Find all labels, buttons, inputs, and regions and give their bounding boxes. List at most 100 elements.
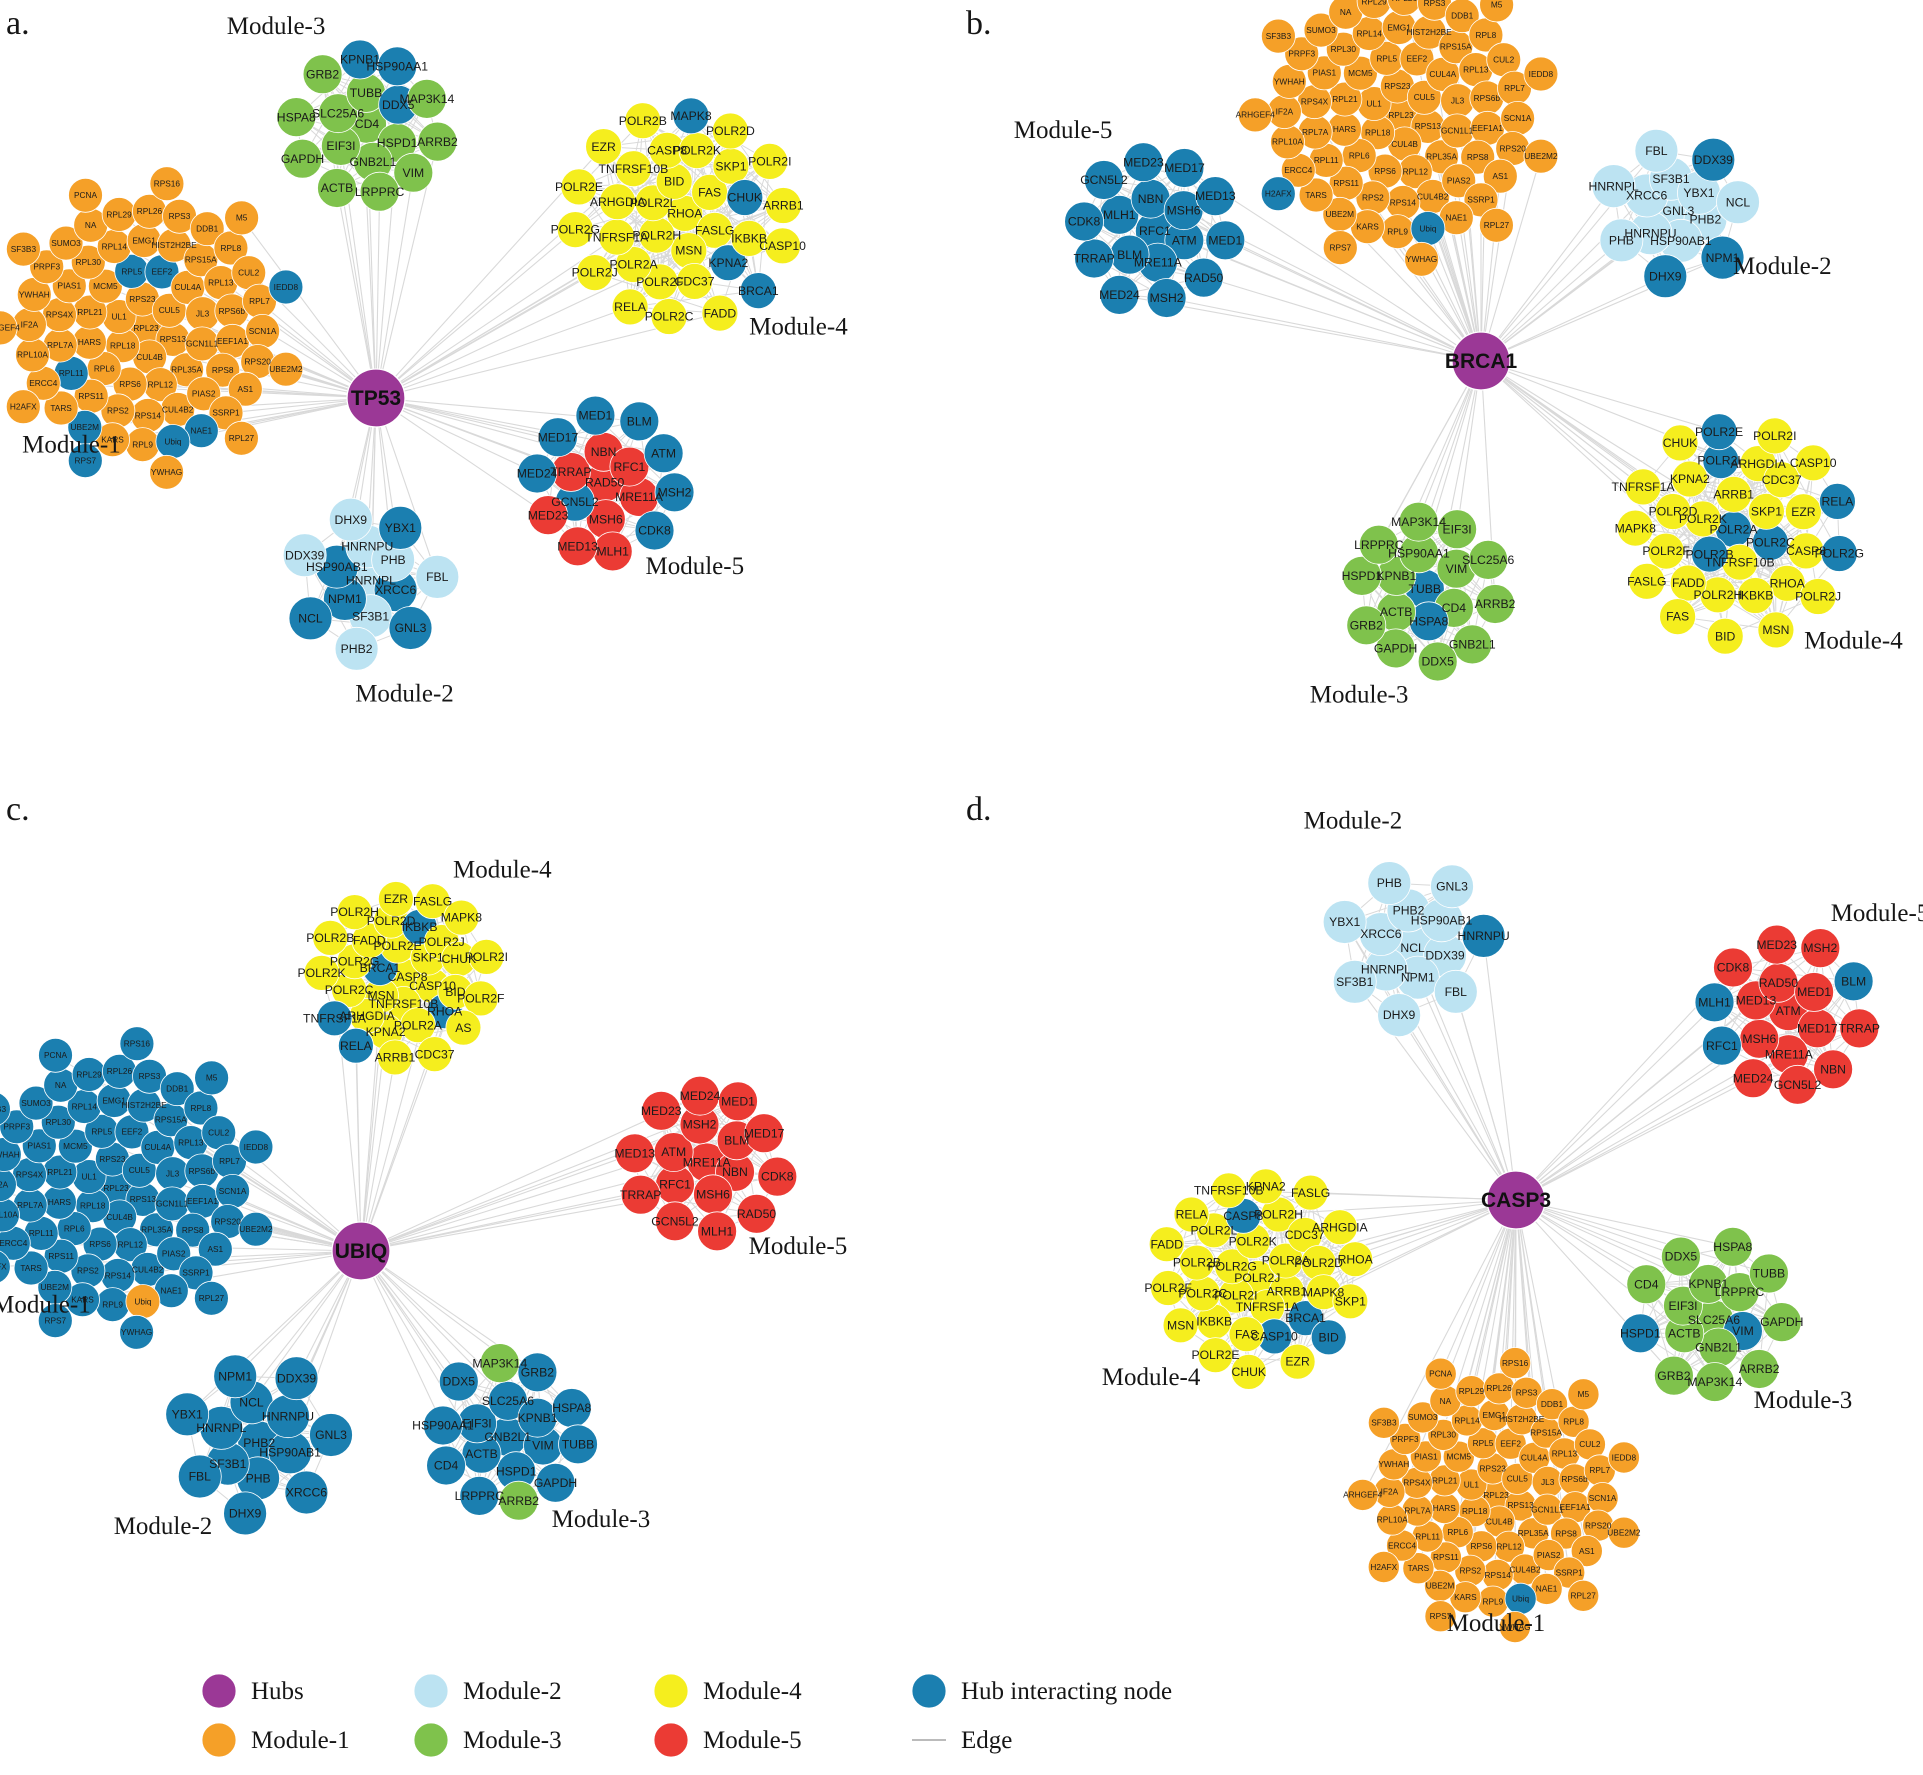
svg-text:GCN5L2: GCN5L2: [1774, 1078, 1822, 1092]
svg-text:Module-3: Module-3: [1310, 682, 1409, 709]
svg-text:UL1: UL1: [81, 1172, 97, 1182]
svg-text:Module-2: Module-2: [1733, 253, 1832, 280]
svg-text:RPS3: RPS3: [139, 1071, 161, 1081]
svg-text:RPL21: RPL21: [77, 307, 103, 317]
svg-text:DDX5: DDX5: [1665, 1250, 1698, 1264]
svg-text:NA: NA: [1340, 7, 1352, 17]
svg-text:RPL30: RPL30: [1431, 1430, 1457, 1440]
svg-text:MED17: MED17: [1797, 1022, 1838, 1036]
svg-text:MSH6: MSH6: [589, 512, 623, 526]
svg-text:SCN1A: SCN1A: [219, 1186, 247, 1196]
svg-text:IEDD8: IEDD8: [1612, 1452, 1637, 1462]
svg-text:SUMO3: SUMO3: [21, 1098, 51, 1108]
svg-text:RPL6: RPL6: [94, 364, 115, 374]
svg-text:DDX5: DDX5: [1421, 655, 1454, 669]
svg-text:IKBKB: IKBKB: [402, 920, 438, 934]
svg-text:RPS11: RPS11: [1333, 178, 1359, 188]
svg-text:NAE1: NAE1: [160, 1286, 182, 1296]
svg-text:RPL8: RPL8: [221, 243, 242, 253]
svg-text:RAD50: RAD50: [1184, 271, 1224, 285]
svg-text:RPS13: RPS13: [1507, 1500, 1534, 1510]
svg-text:RPL23: RPL23: [103, 1183, 129, 1193]
svg-text:IF2A: IF2A: [21, 319, 39, 329]
svg-text:CD4: CD4: [1442, 601, 1467, 615]
svg-text:TRRAP: TRRAP: [620, 1188, 661, 1202]
svg-text:DDX5: DDX5: [443, 1375, 476, 1389]
svg-text:NAE1: NAE1: [1445, 213, 1467, 223]
svg-text:TUBB: TUBB: [1409, 582, 1442, 596]
svg-text:MED23: MED23: [641, 1104, 682, 1118]
svg-text:RPL12: RPL12: [1403, 166, 1429, 176]
svg-text:M5: M5: [236, 213, 248, 223]
svg-text:RPL35A: RPL35A: [1518, 1528, 1549, 1538]
svg-text:SF3B1: SF3B1: [352, 609, 389, 623]
svg-text:H2AFX: H2AFX: [0, 1262, 7, 1272]
svg-text:HIST2H2BE: HIST2H2BE: [1407, 27, 1453, 37]
svg-text:GCN1L1: GCN1L1: [156, 1199, 189, 1209]
svg-text:HIST2H2BE: HIST2H2BE: [1499, 1414, 1545, 1424]
svg-text:ARRB1: ARRB1: [375, 1051, 416, 1065]
svg-text:UBE2M2: UBE2M2: [239, 1224, 273, 1234]
svg-text:RPS4X: RPS4X: [46, 310, 74, 320]
svg-text:MED1: MED1: [1208, 233, 1242, 247]
svg-text:RPS16: RPS16: [124, 1039, 151, 1049]
svg-text:HIST2H2BE: HIST2H2BE: [122, 1100, 168, 1110]
svg-text:YWHAH: YWHAH: [1274, 76, 1305, 86]
svg-text:CUL5: CUL5: [159, 305, 181, 315]
svg-text:DDB1: DDB1: [196, 224, 219, 234]
svg-text:SF3B3: SF3B3: [11, 244, 37, 254]
svg-text:RPL10A: RPL10A: [1272, 137, 1303, 147]
svg-text:ATM: ATM: [661, 1145, 686, 1159]
svg-text:IKBKB: IKBKB: [1196, 1315, 1232, 1329]
svg-text:HSP90AA1: HSP90AA1: [366, 60, 428, 74]
svg-text:FADD: FADD: [1672, 576, 1705, 590]
svg-text:CUL4A: CUL4A: [144, 1142, 171, 1152]
svg-text:ATM: ATM: [651, 446, 676, 460]
svg-text:PHB2: PHB2: [341, 642, 373, 656]
svg-text:TP53: TP53: [351, 387, 401, 410]
svg-text:RPS23: RPS23: [129, 294, 156, 304]
svg-text:RPS15A: RPS15A: [1440, 42, 1472, 52]
svg-text:RPL26: RPL26: [107, 1066, 133, 1076]
svg-text:MAP3K14: MAP3K14: [1391, 515, 1446, 529]
svg-text:GNB2L1: GNB2L1: [1449, 638, 1496, 652]
svg-text:SLC25A6: SLC25A6: [1462, 553, 1514, 567]
svg-text:SSRP1: SSRP1: [182, 1268, 210, 1278]
svg-text:NBN: NBN: [1138, 192, 1164, 206]
svg-text:JL3: JL3: [196, 309, 210, 319]
svg-text:EEF1A1: EEF1A1: [217, 336, 248, 346]
svg-text:NBN: NBN: [1820, 1062, 1846, 1076]
svg-text:YBX1: YBX1: [1683, 186, 1714, 200]
svg-text:CUL4B: CUL4B: [1486, 1516, 1513, 1526]
svg-text:JL3: JL3: [166, 1169, 180, 1179]
svg-text:NAE1: NAE1: [190, 426, 212, 436]
svg-text:b.: b.: [966, 5, 992, 42]
svg-text:RPL6: RPL6: [1447, 1527, 1468, 1537]
svg-text:GRB2: GRB2: [1350, 619, 1383, 633]
svg-text:RPL10A: RPL10A: [0, 1210, 18, 1220]
svg-text:ATM: ATM: [1776, 1004, 1801, 1018]
svg-text:PHB: PHB: [381, 553, 406, 567]
svg-text:FADD: FADD: [704, 306, 737, 320]
svg-text:RPS15A: RPS15A: [1530, 1427, 1562, 1437]
svg-text:MCM5: MCM5: [93, 281, 118, 291]
svg-text:RPS4X: RPS4X: [16, 1170, 44, 1180]
svg-text:ARHGEF4: ARHGEF4: [1343, 1490, 1383, 1500]
svg-text:BLM: BLM: [627, 414, 652, 428]
svg-text:VIM: VIM: [532, 1439, 554, 1453]
svg-text:RPL18: RPL18: [1462, 1506, 1488, 1516]
svg-text:TNFRSF10B: TNFRSF10B: [599, 162, 669, 176]
svg-text:Hub interacting node: Hub interacting node: [961, 1678, 1172, 1705]
svg-text:CUL4B2: CUL4B2: [162, 404, 194, 414]
svg-text:HSP90AA1: HSP90AA1: [412, 1419, 474, 1433]
svg-text:POLR2B: POLR2B: [1686, 547, 1734, 561]
svg-text:NAE1: NAE1: [1536, 1584, 1558, 1594]
svg-text:RPS7: RPS7: [1329, 242, 1351, 252]
svg-text:SLC25A6: SLC25A6: [482, 1394, 534, 1408]
svg-text:MSN: MSN: [675, 244, 702, 258]
svg-text:RPL18: RPL18: [1365, 127, 1391, 137]
svg-text:TRRAP: TRRAP: [1073, 252, 1114, 266]
svg-text:ARRB1: ARRB1: [763, 199, 804, 213]
svg-text:POLR2F: POLR2F: [457, 992, 504, 1006]
svg-text:SF3B3: SF3B3: [1266, 31, 1292, 41]
